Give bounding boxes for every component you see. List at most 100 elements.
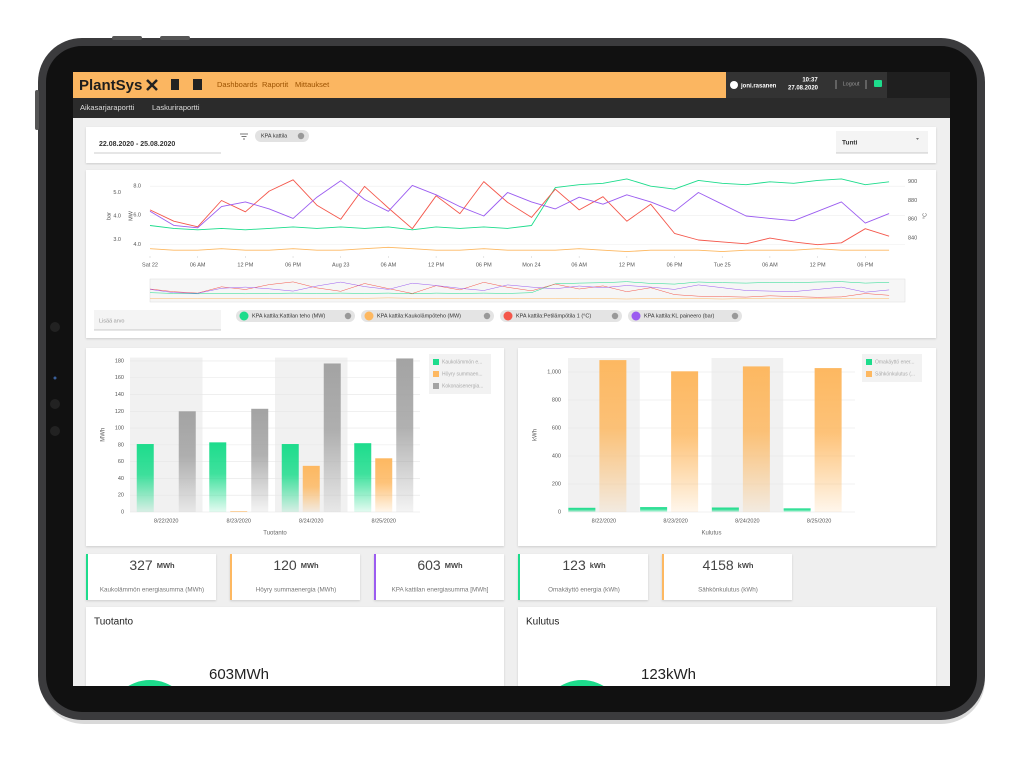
- bar: [302, 465, 320, 512]
- legend-swatch: [866, 359, 872, 365]
- kpi-value: 327 MWh: [129, 557, 175, 573]
- x-tick-label: Mon 24: [522, 262, 540, 268]
- kpi-label: Kaukolämmön energiasumma (MWh): [100, 587, 204, 594]
- legend-chip[interactable]: [628, 310, 742, 322]
- chip-remove[interactable]: [483, 312, 491, 320]
- legend-swatch: [364, 311, 374, 321]
- sub-nav-link[interactable]: Aikasarjaraportti: [80, 103, 135, 112]
- legend-chip[interactable]: [236, 310, 355, 322]
- y-tick-label: 3.0: [113, 237, 121, 243]
- chip-remove[interactable]: [611, 312, 619, 320]
- kpi-number: 327: [129, 557, 153, 573]
- kpi-value: 123 kWh: [562, 557, 606, 573]
- sub-nav-link[interactable]: Laskuriraportti: [152, 103, 200, 112]
- caret: [916, 138, 919, 140]
- kpi-unit: MWh: [301, 561, 319, 570]
- y-tick-label: 800: [552, 397, 561, 403]
- nav-link[interactable]: Mittaukset: [295, 80, 330, 89]
- y-tick-label: 60: [118, 459, 124, 465]
- axis-title: °C: [922, 213, 928, 219]
- y-tick-label: 4.0: [113, 213, 121, 219]
- chat-icon[interactable]: [874, 80, 882, 87]
- chip-remove[interactable]: [297, 132, 305, 140]
- kpi-number: 123: [562, 557, 586, 573]
- axis-title: bar: [106, 212, 112, 220]
- x-tick-label: 06 PM: [667, 262, 683, 268]
- y-tick-label: 20: [118, 493, 124, 499]
- user-name[interactable]: joni.rasanen: [740, 84, 777, 90]
- nav-link[interactable]: Dashboards: [217, 80, 258, 89]
- y-tick-label: 880: [908, 198, 917, 204]
- tools-icon[interactable]: [146, 79, 158, 91]
- y-tick-label: 400: [552, 453, 561, 459]
- legend-label: Kaukolämmön e...: [442, 359, 482, 365]
- summary-value: 123kWh: [641, 666, 696, 683]
- x-tick-label: 8/23/2020: [663, 518, 687, 524]
- kpi-value: 603 MWh: [417, 557, 463, 573]
- filter-chip[interactable]: [255, 130, 309, 142]
- legend-label: Höyry summaen...: [442, 371, 483, 377]
- legend-swatch: [433, 383, 439, 389]
- kpi-unit: MWh: [445, 561, 463, 570]
- y-tick-label: 120: [115, 409, 124, 415]
- x-tick-label: 06 PM: [285, 262, 301, 268]
- x-tick-label: 8/24/2020: [299, 518, 323, 524]
- chip-remove[interactable]: [344, 312, 352, 320]
- y-tick-label: 1,000: [547, 369, 561, 375]
- kpi-card: [518, 554, 648, 600]
- y-tick-label: 600: [552, 425, 561, 431]
- x-tick-label: 8/22/2020: [154, 518, 178, 524]
- kpi-value: 120 MWh: [273, 557, 319, 573]
- add-value-input[interactable]: [94, 310, 221, 330]
- legend-label: Omakäyttö ener...: [875, 359, 914, 365]
- chip-label: KPA kattila: [261, 133, 288, 139]
- sensor: [53, 376, 57, 380]
- interval-select[interactable]: [836, 131, 928, 153]
- y-tick-label: 0: [121, 509, 124, 515]
- nav-link[interactable]: Raportit: [262, 80, 289, 89]
- x-tick-label: 06 AM: [762, 262, 778, 268]
- summary-panel: [86, 607, 504, 686]
- sensor: [50, 426, 60, 436]
- legend-label: KPA kattila:KL paineero (bar): [644, 313, 714, 319]
- add-value-placeholder: Lisää arvo: [99, 318, 124, 324]
- legend-chip[interactable]: [500, 310, 622, 322]
- legend-swatch: [239, 311, 249, 321]
- kpi-accent: [374, 554, 376, 600]
- navigator-line: [149, 281, 890, 298]
- legend-swatch: [433, 359, 439, 365]
- doc-icon[interactable]: [171, 79, 179, 90]
- kpi-unit: kWh: [738, 561, 754, 570]
- x-tick-label: Sat 22: [142, 262, 158, 268]
- legend-chip[interactable]: [361, 310, 494, 322]
- kpi-number: 4158: [703, 557, 734, 573]
- filter-icon[interactable]: [240, 133, 248, 140]
- kpi-label: Höyry summaenergia (MWh): [256, 587, 336, 594]
- kpi-number: 120: [273, 557, 297, 573]
- bar: [568, 507, 596, 512]
- logout[interactable]: Logout: [843, 81, 860, 87]
- legend-label: Sähkönkulutus (...: [875, 371, 915, 377]
- legend-swatch: [866, 371, 872, 377]
- report-icon[interactable]: [193, 79, 202, 90]
- chip-remove[interactable]: [731, 312, 739, 320]
- y-tick-label: 140: [115, 392, 124, 398]
- button: [112, 36, 142, 40]
- y-tick-label: 160: [115, 375, 124, 381]
- x-tick-label: 12 PM: [237, 262, 253, 268]
- y-tick-label: 180: [115, 358, 124, 364]
- button: [160, 36, 190, 40]
- series-line: [149, 178, 890, 231]
- y-tick-label: 5.0: [113, 190, 121, 196]
- kpi-label: Sähkönkulutus (kWh): [698, 587, 758, 594]
- y-tick-label: 8.0: [133, 184, 141, 190]
- clock-time: 10:37: [802, 78, 818, 84]
- axis-title: MWh: [101, 428, 107, 442]
- kpi-accent: [86, 554, 88, 600]
- bar: [375, 458, 393, 512]
- series-line: [149, 180, 890, 229]
- y-tick-label: 100: [115, 426, 124, 432]
- date-range[interactable]: 22.08.2020 - 25.08.2020: [99, 141, 175, 148]
- sub-nav: [73, 98, 950, 118]
- x-tick-label: 8/23/2020: [227, 518, 251, 524]
